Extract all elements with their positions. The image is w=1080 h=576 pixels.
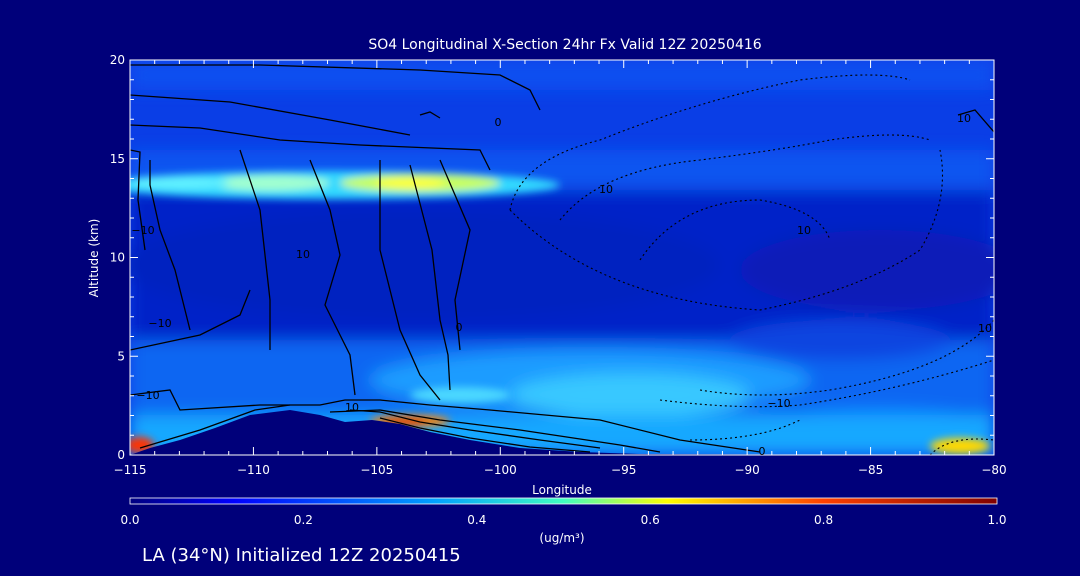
contour-label: −10 [767, 397, 790, 410]
x-tick-label: −80 [981, 463, 1006, 477]
y-tick-label: 5 [117, 349, 125, 363]
x-tick-label: −90 [734, 463, 759, 477]
contour-label: 10 [978, 322, 992, 335]
terrain [130, 410, 994, 455]
contour-labels: 0 10 10 −10 −10 −10 10 0 −10 10 10 10 0 [131, 112, 992, 458]
colorbar-units-label: (ug/m³) [539, 531, 584, 545]
contour-label: 10 [957, 112, 971, 125]
x-tick-label: −110 [237, 463, 270, 477]
x-tick-label: −115 [114, 463, 147, 477]
x-tick-label: −105 [360, 463, 393, 477]
colorbar-tick-label: 0.4 [467, 513, 486, 527]
colorbar-tick-label: 0.0 [120, 513, 139, 527]
y-tick-label: 10 [110, 251, 125, 265]
y-tick-label: 20 [110, 53, 125, 67]
x-tick-label: −85 [858, 463, 883, 477]
contour-label: 10 [296, 248, 310, 261]
contour-lines [130, 64, 994, 453]
colorbar-tick-label: 0.2 [294, 513, 313, 527]
y-tick-label: 0 [117, 448, 125, 462]
x-axis-label: Longitude [532, 483, 592, 497]
colorbar-tick-label: 0.8 [814, 513, 833, 527]
contour-label: 10 [345, 401, 359, 414]
chart-title: SO4 Longitudinal X-Section 24hr Fx Valid… [368, 37, 761, 53]
y-axis-label: Altitude (km) [87, 219, 101, 298]
x-tick-label: −100 [484, 463, 517, 477]
contour-label: −10 [136, 389, 159, 402]
contour-label: −10 [148, 317, 171, 330]
y-tick-label: 15 [110, 152, 125, 166]
colorbar-tick-label: 0.6 [641, 513, 660, 527]
x-axis-ticks: −115 −110 −105 −100 −95 −90 −85 −80 [114, 60, 1007, 477]
heatmap-field [130, 60, 994, 455]
footer-location-label: LA (34°N) Initialized 12Z 20250415 [142, 545, 461, 566]
contour-label: 0 [456, 321, 463, 334]
contour-label: 0 [759, 445, 766, 458]
x-tick-label: −95 [611, 463, 636, 477]
colorbar [129, 497, 998, 505]
contour-label: −10 [131, 224, 154, 237]
contour-label: 0 [495, 116, 502, 129]
colorbar-ticks: 0.0 0.2 0.4 0.6 0.8 1.0 [120, 513, 1006, 527]
contour-lines-dotted [509, 74, 994, 455]
contour-label: 10 [797, 224, 811, 237]
colorbar-tick-label: 1.0 [987, 513, 1006, 527]
contour-label: 10 [599, 183, 613, 196]
y-axis-ticks: 0 5 10 15 20 [110, 53, 994, 462]
